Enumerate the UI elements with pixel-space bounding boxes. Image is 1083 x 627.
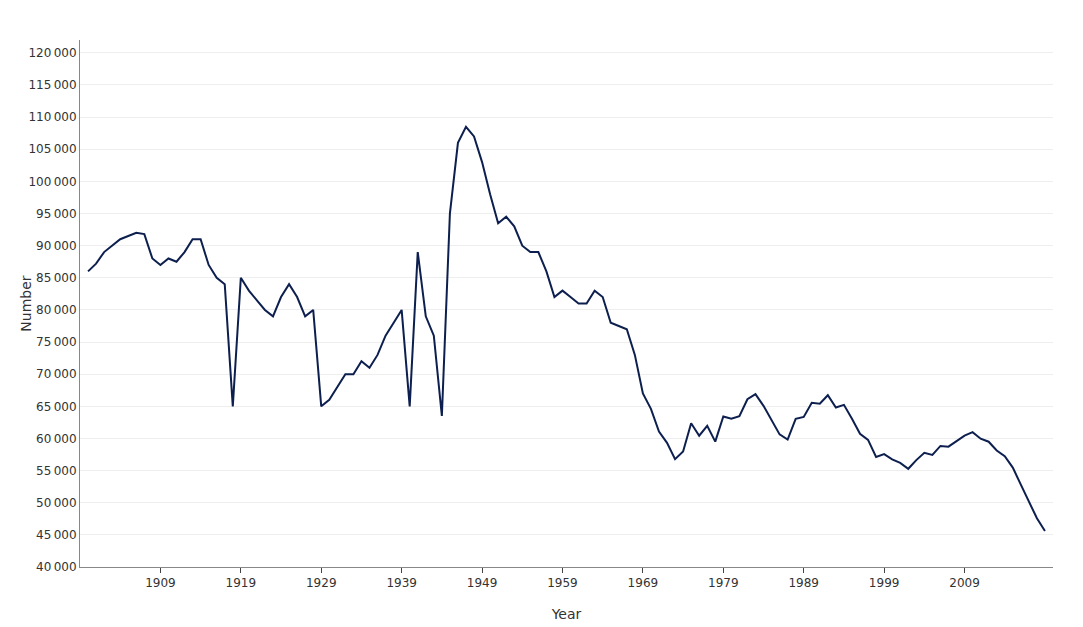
svg-text:Year: Year (551, 606, 582, 622)
svg-text:80 000: 80 000 (36, 303, 77, 317)
svg-text:1969: 1969 (628, 576, 659, 590)
svg-text:50 000: 50 000 (36, 496, 77, 510)
svg-text:95 000: 95 000 (36, 207, 77, 221)
svg-text:105 000: 105 000 (28, 142, 76, 156)
svg-text:85 000: 85 000 (36, 271, 77, 285)
svg-text:1909: 1909 (145, 576, 176, 590)
svg-text:115 000: 115 000 (28, 78, 76, 92)
svg-text:1999: 1999 (869, 576, 900, 590)
svg-text:75 000: 75 000 (36, 335, 77, 349)
svg-text:1919: 1919 (226, 576, 257, 590)
svg-text:65 000: 65 000 (36, 400, 77, 414)
svg-text:Number: Number (18, 275, 34, 331)
svg-text:70 000: 70 000 (36, 367, 77, 381)
svg-text:40 000: 40 000 (36, 560, 77, 574)
svg-text:55 000: 55 000 (36, 464, 77, 478)
svg-text:1979: 1979 (708, 576, 739, 590)
svg-text:1939: 1939 (386, 576, 417, 590)
svg-text:1949: 1949 (467, 576, 498, 590)
svg-text:110 000: 110 000 (28, 110, 76, 124)
svg-text:1989: 1989 (788, 576, 819, 590)
svg-text:100 000: 100 000 (28, 175, 76, 189)
svg-text:1959: 1959 (547, 576, 578, 590)
svg-text:2009: 2009 (949, 576, 980, 590)
svg-text:120 000: 120 000 (28, 46, 76, 60)
svg-text:90 000: 90 000 (36, 239, 77, 253)
svg-text:1929: 1929 (306, 576, 337, 590)
svg-text:60 000: 60 000 (36, 432, 77, 446)
svg-text:45 000: 45 000 (36, 528, 77, 542)
